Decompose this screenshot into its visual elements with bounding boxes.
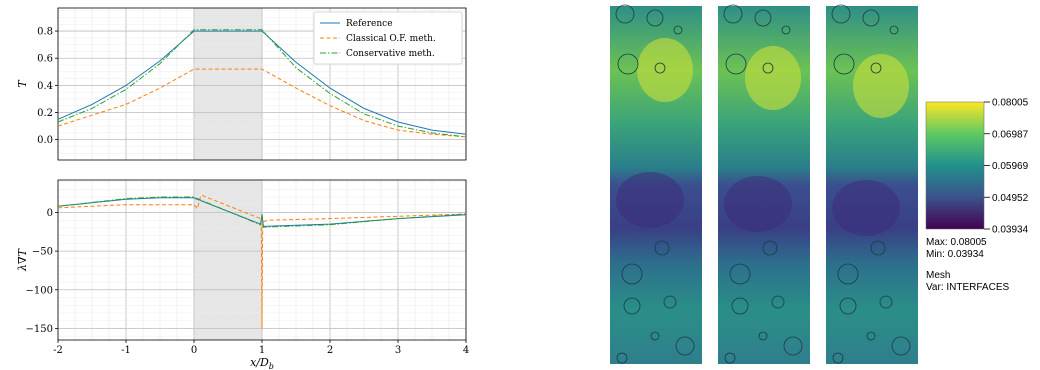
field-panel-1 [610,4,702,364]
series-line-conservative-meth [57,196,467,228]
low-value-region [616,172,684,228]
bubble-interface [646,9,664,27]
colorbar-tick-label: 0.08005 [992,98,1029,109]
x-tick-label: -1 [121,345,131,356]
y-axis-label: λ∇T [16,247,29,272]
bubble-interface [889,25,899,35]
bubble-interface [615,4,635,24]
bubble-interface [866,331,876,341]
colorbar-ticks: 0.08005 0.06987 0.05969 0.04952 0.03934 [984,98,1029,236]
var-label: Var: INTERFACES [926,282,1009,293]
min-label: Min: 0.03934 [926,249,984,260]
y-tick-label: 0.8 [37,27,53,38]
bubble-interface [832,352,844,364]
y-tick-labels: 0.0 0.2 0.4 0.6 0.8 [37,27,58,146]
field-panel-3 [826,4,918,364]
bubble-interface [663,295,677,309]
colorbar-tick-label: 0.03934 [992,225,1029,236]
y-tick-label: 0.2 [37,108,53,119]
y-tick-label: 0.6 [37,54,53,65]
bubble-interface [837,263,859,285]
legend: Reference Classical O.F. meth. Conservat… [313,11,463,65]
mesh-label: Mesh [926,270,950,281]
bubble-interface [616,352,628,364]
bubble-interface [621,263,643,285]
field-panel-2 [718,4,810,364]
x-tick-label: 2 [327,345,333,356]
y-tick-label: −150 [26,324,53,335]
bubble-interface [833,53,855,75]
bubble-interface [723,4,743,24]
high-value-region [853,54,909,118]
colorbar-tick-label: 0.04952 [992,193,1029,204]
legend-label-classical: Classical O.F. meth. [346,34,436,44]
bubble-interface [758,331,768,341]
bubble-interface [771,295,785,309]
bubble-interface [673,25,683,35]
bubble-interface [879,295,893,309]
x-tick-label: 1 [259,345,265,356]
bubble-interface [762,240,778,256]
legend-label-reference: Reference [346,19,393,29]
bubble-interface [725,53,747,75]
flux-plot: 0 −50 −100 −150 -2 -1 0 1 2 3 4 λ∇T x/Db [16,179,469,370]
bubble-interface [654,240,670,256]
x-tick-label: 3 [395,345,401,356]
bubble-interface [762,62,774,74]
x-tick-label: -2 [53,345,63,356]
y-tick-label: 0.4 [37,81,53,92]
colorbar-tick-label: 0.06987 [992,129,1029,140]
bubble-interface [650,331,660,341]
colorbar-gradient [925,101,985,230]
series-line-conservative-meth [57,29,467,138]
bubble-interface [675,336,695,356]
bubble-interface [831,4,851,24]
low-value-region [724,176,792,232]
bubble-interface [783,336,803,356]
bubble-interface [729,263,751,285]
series-group [57,195,467,329]
x-tick-label: 0 [191,345,197,356]
plot-frame [57,7,467,161]
temperature-plot: 0.0 0.2 0.4 0.6 0.8 T Reference Classical O.… [16,7,467,161]
y-tick-labels: 0 −50 −100 −150 [26,208,58,335]
y-tick-label: 0 [47,208,53,219]
bubble-interface [870,240,886,256]
y-axis-label: T [16,79,29,88]
bubble-interface [623,297,641,315]
bubble-interface [724,352,736,364]
y-tick-label: −50 [32,247,53,258]
bubble-interface [781,25,791,35]
max-label: Max: 0.08005 [926,237,987,248]
series-line-reference [57,30,467,135]
legend-label-conservative: Conservative meth. [346,49,435,59]
series-line-classical-o-f-meth [57,68,467,138]
y-tick-label: −100 [26,285,53,296]
colorbar: 0.08005 0.06987 0.05969 0.04952 0.03934 Max:… [925,98,1029,293]
bubble-interface [870,62,882,74]
bubble-interface [862,9,880,27]
high-value-region [745,46,801,110]
x-axis-label: x/Db [250,356,274,370]
bubble-interface [754,9,772,27]
series-line-classical-o-f-meth [57,195,467,329]
bubble-interface [654,62,666,74]
low-value-region [832,180,900,236]
y-tick-label: 0.0 [37,135,53,146]
bubble-interface [839,297,857,315]
colorbar-tick-label: 0.05969 [992,161,1029,172]
simulation-field-panels [610,4,918,364]
bubble-interface [891,336,911,356]
bubble-interface [617,53,639,75]
legend-box [313,11,463,65]
series-group [57,29,467,138]
bubble-interface [731,297,749,315]
x-tick-labels: -2 -1 0 1 2 3 4 [53,340,469,356]
x-tick-label: 4 [463,345,469,356]
